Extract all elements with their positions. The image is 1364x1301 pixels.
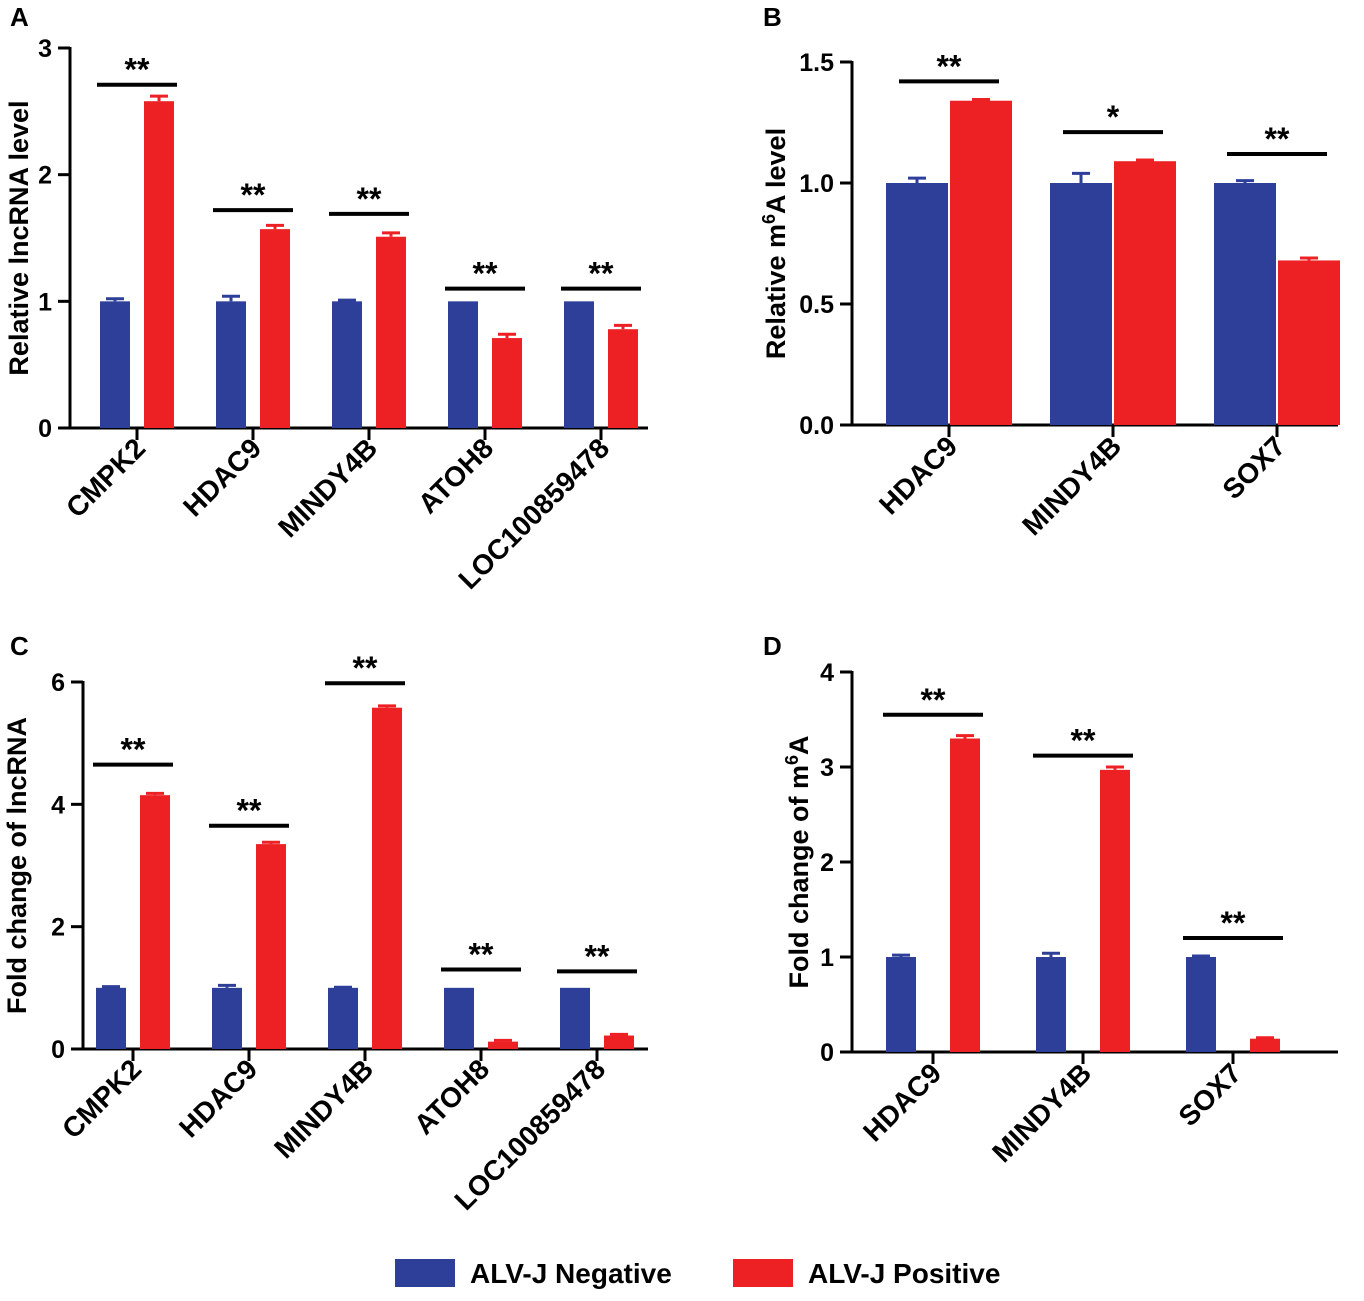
panel-c-letter: C — [10, 631, 29, 661]
legend: ALV-J Negative ALV-J Positive — [395, 1258, 1000, 1289]
panel-a-y-tick-label: 0 — [38, 415, 52, 443]
panel-b-bar-negative — [1214, 183, 1276, 425]
panel-a-y-tick-label: 3 — [38, 35, 52, 63]
panel-b-category-label: MINDY4B — [1016, 430, 1127, 541]
panel-c-y-axis-label: Fold change of lncRNA — [2, 717, 32, 1014]
panel-c-y-tick-label: 0 — [51, 1036, 65, 1064]
panel-b-significance-label: * — [1107, 99, 1120, 135]
panel-d: D 0 1 2 3 4 Fold change of m6A ** HDAC9 ** MINDY4B… — [763, 631, 1338, 1168]
panel-d-category-label: SOX7 — [1172, 1057, 1247, 1132]
panel-d-bar-negative — [1186, 957, 1216, 1052]
panel-c-category-label: HDAC9 — [173, 1053, 263, 1143]
panel-d-letter: D — [763, 631, 782, 661]
panel-d-bar-negative — [886, 957, 916, 1052]
panel-a-category-label: MINDY4B — [272, 432, 383, 543]
panel-b: B 0.0 0.5 1.0 1.5 Relative m6A level ** HDAC9 * M… — [759, 2, 1340, 541]
panel-d-bar-negative — [1036, 957, 1066, 1052]
panel-d-y-tick-label: 4 — [820, 659, 834, 687]
panel-a-letter: A — [10, 2, 29, 32]
panel-a-significance-label: ** — [589, 256, 614, 292]
panel-c-bar-negative — [444, 987, 474, 1049]
panel-a-bar-positive — [376, 236, 406, 428]
panel-d-y-tick-label: 3 — [820, 754, 834, 782]
panel-d-y-axis-label: Fold change of m6A — [782, 735, 814, 988]
panel-d-y-tick-label: 1 — [820, 944, 834, 972]
panel-d-category-label: MINDY4B — [986, 1057, 1097, 1168]
panel-c-bar-positive — [604, 1035, 634, 1049]
panel-a-bar-positive — [260, 229, 290, 428]
panel-b-y-tick-label: 0.0 — [799, 412, 834, 440]
panel-c: C 0 2 4 6 Fold change of lncRNA ** CMPK2 ** HDAC9… — [2, 631, 648, 1216]
panel-b-y-tick-label: 0.5 — [799, 291, 834, 319]
panel-b-bar-positive — [950, 100, 1012, 425]
panel-c-category-label: CMPK2 — [56, 1053, 147, 1144]
panel-b-bar-negative — [886, 183, 948, 425]
panel-a-significance-label: ** — [473, 256, 498, 292]
panel-c-bar-negative — [328, 987, 358, 1049]
panel-d-significance-label: ** — [1071, 723, 1096, 759]
panel-b-category-label: SOX7 — [1216, 430, 1291, 505]
panel-d-y-tick-label: 2 — [820, 849, 834, 877]
panel-c-significance-label: ** — [353, 650, 378, 686]
panel-a-y-axis-label: Relative lncRNA level — [4, 100, 34, 375]
panel-c-category-label: ATOH8 — [408, 1053, 495, 1140]
panel-a-bar-negative — [564, 301, 594, 428]
panel-a-bar-positive — [144, 101, 174, 428]
panel-c-significance-label: ** — [469, 936, 494, 972]
panel-c-bar-negative — [96, 987, 126, 1049]
panel-a-significance-label: ** — [357, 181, 382, 217]
panel-a-category-label: ATOH8 — [412, 432, 499, 519]
panel-a-significance-label: ** — [241, 177, 266, 213]
panel-a-bar-negative — [332, 301, 362, 428]
panel-c-bar-positive — [488, 1041, 518, 1049]
panel-a-bar-positive — [492, 338, 522, 428]
panel-d-bar-positive — [950, 738, 980, 1052]
panel-b-y-tick-label: 1.5 — [799, 49, 834, 77]
panel-b-category-label: HDAC9 — [873, 430, 963, 520]
panel-d-significance-label: ** — [921, 682, 946, 718]
panel-c-y-tick-label: 2 — [51, 914, 65, 942]
panel-a-bar-negative — [216, 301, 246, 428]
panel-a-y-tick-label: 2 — [38, 162, 52, 190]
panel-a-bar-negative — [100, 301, 130, 428]
legend-swatch-negative — [395, 1259, 455, 1287]
legend-label-positive: ALV-J Positive — [808, 1258, 1000, 1289]
panel-b-significance-label: ** — [937, 48, 962, 84]
panel-a-category-label: CMPK2 — [60, 432, 151, 523]
panel-b-y-tick-label: 1.0 — [799, 170, 834, 198]
panel-a-bar-positive — [608, 329, 638, 428]
panel-d-y-tick-label: 0 — [820, 1039, 834, 1067]
panel-b-bar-negative — [1050, 183, 1112, 425]
panel-b-y-axis-label: Relative m6A level — [759, 128, 791, 359]
panel-c-bar-positive — [372, 707, 402, 1049]
panel-b-bar-positive — [1278, 260, 1340, 425]
panel-d-bar-positive — [1100, 769, 1130, 1052]
panel-c-category-label: MINDY4B — [268, 1053, 379, 1164]
panel-a: A 0 1 2 3 Relative lncRNA level ** CMPK2 ** HDAC9… — [4, 2, 648, 595]
panel-d-bar-positive — [1250, 1038, 1280, 1052]
panel-a-bar-negative — [448, 301, 478, 428]
panel-d-significance-label: ** — [1221, 905, 1246, 941]
panel-d-category-label: HDAC9 — [857, 1057, 947, 1147]
panel-b-significance-label: ** — [1265, 121, 1290, 157]
panel-a-significance-label: ** — [125, 52, 150, 88]
panel-c-bar-positive — [256, 844, 286, 1049]
panel-c-y-tick-label: 6 — [51, 669, 65, 697]
panel-c-bar-positive — [140, 795, 170, 1049]
panel-a-category-label: HDAC9 — [177, 432, 267, 522]
panel-b-letter: B — [763, 2, 782, 32]
panel-c-significance-label: ** — [237, 793, 262, 829]
legend-swatch-positive — [733, 1259, 793, 1287]
panel-b-bar-positive — [1114, 161, 1176, 425]
panel-c-bar-negative — [560, 987, 590, 1049]
panel-c-bar-negative — [212, 987, 242, 1049]
panel-c-significance-label: ** — [121, 732, 146, 768]
panel-c-y-tick-label: 4 — [51, 791, 65, 819]
panel-c-significance-label: ** — [585, 938, 610, 974]
panel-a-y-tick-label: 1 — [38, 288, 52, 316]
legend-label-negative: ALV-J Negative — [470, 1258, 672, 1289]
